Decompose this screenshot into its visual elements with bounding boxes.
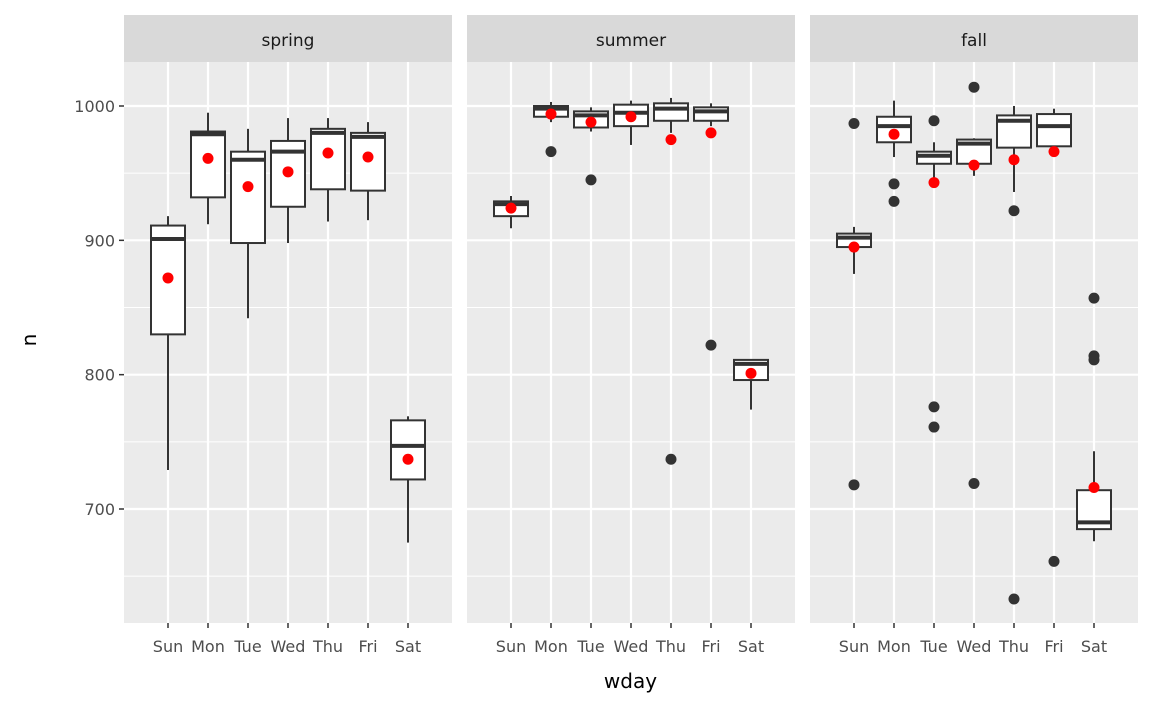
x-tick-label-fri: Fri <box>1044 637 1063 656</box>
outlier-point <box>1088 354 1100 366</box>
y-tick-label: 1000 <box>74 97 115 116</box>
x-tick-label-sat: Sat <box>738 637 764 656</box>
x-tick-label-mon: Mon <box>191 637 225 656</box>
outlier-point <box>1048 555 1060 567</box>
mean-point-tue <box>928 177 940 189</box>
x-axis-title: wday <box>604 669 657 693</box>
mean-point-fri <box>362 151 374 163</box>
x-tick-label-tue: Tue <box>919 637 947 656</box>
box-thu <box>310 127 346 191</box>
box-tue <box>230 150 266 245</box>
mean-point-sat <box>402 453 414 465</box>
outlier-point <box>1088 292 1100 304</box>
mean-point-wed <box>968 159 980 171</box>
box-fri <box>693 106 729 122</box>
outlier-point <box>968 477 980 489</box>
y-tick-label: 800 <box>84 366 115 385</box>
y-tick-label: 900 <box>84 231 115 250</box>
outlier-point <box>1008 593 1020 605</box>
x-tick-label-thu: Thu <box>312 637 343 656</box>
mean-point-wed <box>625 111 637 123</box>
outlier-point <box>848 117 860 129</box>
mean-point-thu <box>665 134 677 146</box>
facet-strip-fall <box>810 15 1138 62</box>
facet-strip-summer <box>467 15 795 62</box>
mean-point-tue <box>242 181 254 193</box>
x-tick-label-sun: Sun <box>839 637 869 656</box>
outlier-point <box>928 401 940 413</box>
mean-point-thu <box>1008 154 1020 166</box>
mean-point-tue <box>585 116 597 128</box>
x-tick-label-wed: Wed <box>271 637 306 656</box>
facet-strip-label: spring <box>262 31 315 51</box>
outlier-point <box>928 421 940 433</box>
mean-point-mon <box>545 108 557 120</box>
facet-strip-spring <box>124 15 452 62</box>
mean-point-mon <box>888 128 900 140</box>
y-tick-label: 700 <box>84 500 115 519</box>
box-sat <box>390 419 426 481</box>
mean-point-fri <box>1048 146 1060 158</box>
mean-point-sun <box>848 241 860 253</box>
outlier-point <box>665 453 677 465</box>
box-tue <box>916 150 952 165</box>
mean-point-sat <box>745 367 757 379</box>
box-mon <box>190 130 226 199</box>
y-axis-title: n <box>17 334 41 347</box>
mean-point-sun <box>505 202 517 214</box>
mean-point-sat <box>1088 482 1100 494</box>
box-thu <box>653 102 689 122</box>
x-tick-label-tue: Tue <box>233 637 261 656</box>
outlier-point <box>585 174 597 186</box>
outlier-point <box>705 339 717 351</box>
x-tick-label-fri: Fri <box>358 637 377 656</box>
outlier-point <box>848 479 860 491</box>
mean-point-wed <box>282 166 294 178</box>
box-fri <box>1036 113 1072 148</box>
outlier-point <box>928 115 940 127</box>
outlier-point <box>968 81 980 93</box>
mean-point-fri <box>705 127 717 139</box>
mean-point-sun <box>162 272 174 284</box>
x-tick-label-fri: Fri <box>701 637 720 656</box>
x-tick-label-wed: Wed <box>614 637 649 656</box>
outlier-point <box>888 195 900 207</box>
mean-point-thu <box>322 147 334 159</box>
x-tick-label-wed: Wed <box>957 637 992 656</box>
facet-strip-label: summer <box>596 31 666 51</box>
x-tick-label-sat: Sat <box>1081 637 1107 656</box>
outlier-point <box>1008 205 1020 217</box>
x-tick-label-tue: Tue <box>576 637 604 656</box>
x-tick-label-mon: Mon <box>534 637 568 656</box>
x-tick-label-sun: Sun <box>153 637 183 656</box>
outlier-point <box>545 146 557 158</box>
x-tick-label-mon: Mon <box>877 637 911 656</box>
x-tick-label-sat: Sat <box>395 637 421 656</box>
x-tick-label-thu: Thu <box>998 637 1029 656</box>
outlier-point <box>888 178 900 190</box>
facet-strip-label: fall <box>961 31 987 51</box>
x-tick-label-sun: Sun <box>496 637 526 656</box>
mean-point-mon <box>202 152 214 164</box>
x-tick-label-thu: Thu <box>655 637 686 656</box>
